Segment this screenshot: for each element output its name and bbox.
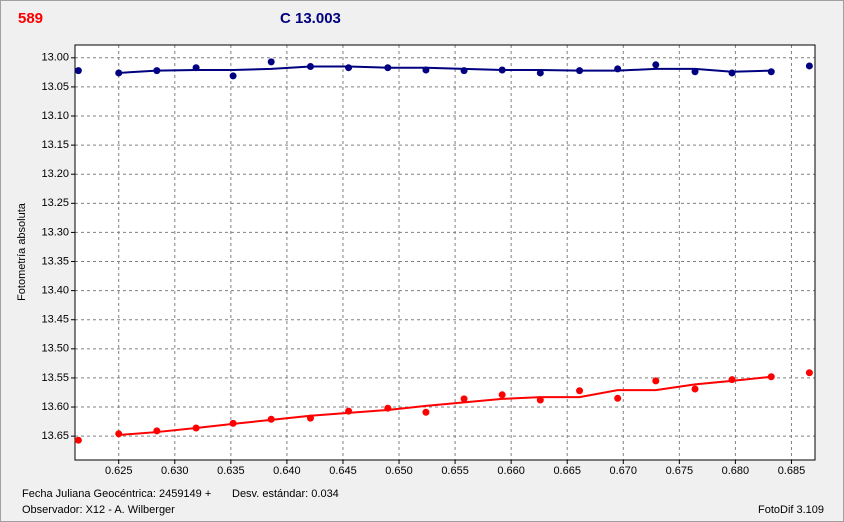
trend-line: [118, 375, 772, 436]
x-tick-label: 0.650: [385, 465, 413, 477]
observer: Observador: X12 - A. Wilberger: [22, 504, 175, 516]
x-axis-label: Fecha Juliana Geocéntrica: 2459149 +: [22, 488, 211, 500]
trend-line: [118, 65, 772, 74]
data-point: [74, 67, 82, 75]
y-tick-label: 13.40: [41, 285, 69, 297]
y-tick-label: 13.60: [41, 401, 69, 413]
data-point: [267, 58, 275, 66]
data-point: [691, 68, 699, 76]
data-point: [576, 387, 584, 395]
x-tick-label: 0.660: [497, 465, 525, 477]
data-point: [74, 436, 82, 444]
y-tick-label: 13.05: [41, 81, 69, 93]
y-tick-label: 13.15: [41, 139, 69, 151]
data-point: [805, 369, 813, 377]
chart-subtitle: C 13.003: [280, 10, 341, 27]
y-tick-label: 13.45: [41, 314, 69, 326]
software: FotoDif 3.109: [758, 504, 824, 516]
x-tick-label: 0.655: [441, 465, 469, 477]
data-point: [460, 395, 468, 403]
x-tick-label: 0.630: [161, 465, 189, 477]
plot-area: [75, 45, 815, 460]
y-tick-label: 13.65: [41, 430, 69, 442]
y-tick-label: 13.00: [41, 52, 69, 64]
x-tick-label: 0.625: [105, 465, 133, 477]
plot-border: [74, 44, 816, 461]
y-tick-label: 13.55: [41, 372, 69, 384]
data-point: [652, 61, 660, 69]
deviation: Desv. estándar: 0.034: [232, 488, 339, 500]
data-point: [422, 408, 430, 416]
data-point: [805, 62, 813, 70]
data-point: [229, 72, 237, 80]
y-tick-label: 13.25: [41, 197, 69, 209]
data-point: [652, 377, 660, 385]
y-tick-label: 13.30: [41, 226, 69, 238]
x-tick-label: 0.665: [553, 465, 581, 477]
chart-title: 589: [18, 10, 43, 27]
y-tick-label: 13.20: [41, 168, 69, 180]
y-axis-label: Fotometría absoluta: [16, 202, 28, 301]
data-point: [345, 64, 353, 72]
x-tick-label: 0.675: [666, 465, 694, 477]
x-tick-label: 0.635: [217, 465, 245, 477]
data-point: [767, 68, 775, 76]
x-tick-label: 0.670: [610, 465, 638, 477]
y-tick-label: 13.35: [41, 255, 69, 267]
x-tick-label: 0.640: [273, 465, 301, 477]
data-point: [691, 385, 699, 393]
data-point: [498, 391, 506, 399]
y-tick-label: 13.10: [41, 110, 69, 122]
x-tick-label: 0.680: [722, 465, 750, 477]
x-tick-label: 0.645: [329, 465, 357, 477]
data-point: [536, 396, 544, 404]
data-point: [728, 69, 736, 77]
data-point: [614, 394, 622, 402]
y-tick-label: 13.50: [41, 343, 69, 355]
data-point: [536, 69, 544, 77]
x-tick-label: 0.685: [778, 465, 806, 477]
